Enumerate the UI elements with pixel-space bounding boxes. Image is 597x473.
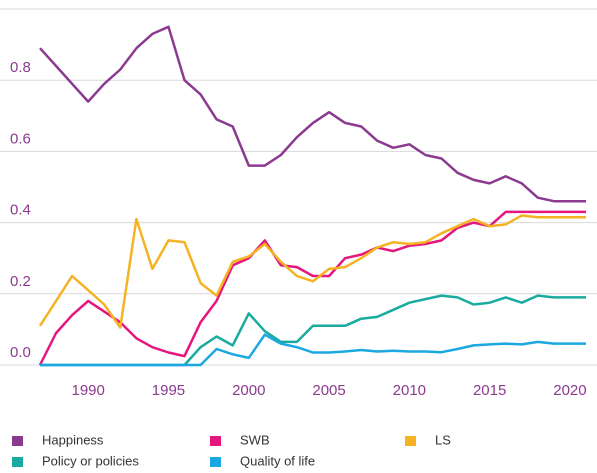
x-tick-label: 1990 — [71, 382, 104, 399]
legend-label: SWB — [240, 432, 270, 447]
legend-label: Policy or policies — [42, 453, 139, 468]
legend-swatch — [405, 436, 416, 446]
x-tick-label: 2010 — [393, 382, 426, 399]
x-tick-label: 2015 — [473, 382, 506, 399]
y-tick-label: 0.4 — [10, 202, 31, 219]
x-tick-label: 2000 — [232, 382, 265, 399]
legend-label: LS — [435, 432, 451, 447]
legend-label: Happiness — [42, 432, 104, 447]
legend-swatch — [12, 436, 23, 446]
y-tick-label: 0.6 — [10, 130, 31, 147]
legend-swatch — [12, 457, 23, 467]
y-tick-label: 0.2 — [10, 273, 31, 290]
x-tick-label: 2020 — [553, 382, 586, 399]
line-series — [40, 294, 586, 367]
legend-swatch — [210, 436, 221, 446]
x-tick-label: 2005 — [312, 382, 345, 399]
legend-swatch — [210, 457, 221, 467]
line-series — [38, 210, 586, 366]
line-series — [39, 25, 586, 203]
x-tick-label: 1995 — [152, 382, 185, 399]
line-series — [38, 214, 586, 329]
y-tick-label: 0.8 — [10, 59, 31, 76]
y-tick-label: 0.0 — [10, 344, 31, 361]
legend-label: Quality of life — [240, 453, 315, 468]
line-series — [40, 333, 586, 367]
